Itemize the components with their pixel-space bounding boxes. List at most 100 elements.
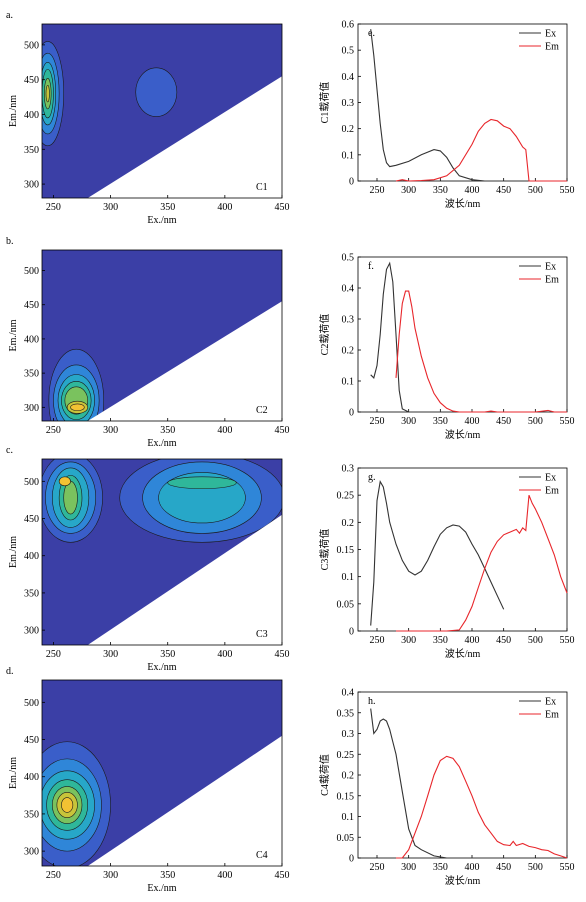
y-tick-label: 300 [24, 847, 39, 858]
x-tick-label: 300 [401, 185, 416, 196]
y-tick-label: 0.25 [337, 491, 355, 502]
series-line-em [395, 290, 567, 413]
line-panel-2: 250 300 350 400 450 500 550 0 0.05 0.1 0.15 0.2 0.25… [318, 464, 575, 661]
x-tick-label: 550 [560, 635, 575, 646]
y-tick-label: 350 [24, 145, 39, 156]
x-tick-label: 250 [46, 202, 61, 213]
plot-frame [41, 679, 283, 867]
y-tick-label: 0.25 [337, 750, 355, 761]
heatmap-panel-c1: 250 300 350 400 450 300 350 400 450 500 Ex./nm Em./… [6, 10, 290, 226]
heatmap-panel-c3: 250 300 350 400 450 300 350 400 450 500 Ex./nm Em./… [6, 445, 290, 673]
series-line-em [396, 755, 568, 859]
scatter-mask [87, 514, 282, 645]
y-tick-label: 0.3 [342, 315, 355, 326]
x-tick-label: 350 [433, 185, 448, 196]
y-tick-label: 0.5 [342, 253, 355, 264]
x-tick-label: 450 [275, 870, 290, 881]
x-tick-label: 400 [465, 185, 480, 196]
x-tick-label: 350 [433, 416, 448, 427]
x-axis-label: Ex./nm [147, 215, 176, 226]
x-tick-label: 550 [560, 185, 575, 196]
x-tick-label: 350 [160, 425, 175, 436]
x-tick-label: 300 [103, 649, 118, 660]
x-axis-label: Ex./nm [147, 662, 176, 673]
y-tick-label: 0.05 [337, 833, 355, 844]
x-tick-label: 400 [217, 649, 232, 660]
x-tick-label: 300 [401, 862, 416, 873]
x-tick-label: 250 [370, 185, 385, 196]
y-tick-label: 500 [24, 40, 39, 51]
heatmap-contours [42, 459, 282, 645]
x-tick-label: 450 [275, 425, 290, 436]
series-line-ex [370, 479, 505, 626]
y-tick-label: 0.15 [337, 791, 355, 802]
y-tick-label: 0 [349, 177, 354, 188]
x-tick-label: 500 [528, 185, 543, 196]
x-tick-label: 450 [496, 416, 511, 427]
y-tick-label: 0.35 [337, 708, 355, 719]
x-axis-label: 波长/nm [445, 197, 481, 210]
legend-label-em: Em [545, 486, 559, 497]
y-tick-label: 0.6 [342, 20, 355, 31]
panel-letter: d. [6, 666, 14, 677]
scatter-mask [87, 301, 282, 421]
y-tick-label: 0.4 [342, 72, 355, 83]
y-tick-label: 350 [24, 369, 39, 380]
x-tick-label: 550 [560, 416, 575, 427]
scatter-mask [87, 76, 282, 198]
component-label: C2 [256, 405, 268, 416]
x-axis-label: Ex./nm [147, 883, 176, 894]
y-tick-label: 400 [24, 772, 39, 783]
x-tick-label: 350 [160, 649, 175, 660]
y-tick-label: 0.15 [337, 545, 355, 556]
y-tick-label: 500 [24, 698, 39, 709]
y-axis-label: C4载荷值 [318, 754, 331, 796]
x-tick-label: 250 [46, 425, 61, 436]
x-axis-label: 波长/nm [445, 647, 481, 660]
x-tick-label: 250 [370, 862, 385, 873]
y-tick-label: 350 [24, 588, 39, 599]
plot-frame [41, 458, 283, 646]
y-tick-label: 400 [24, 334, 39, 345]
x-tick-label: 250 [370, 416, 385, 427]
y-tick-label: 0 [349, 854, 354, 865]
x-tick-label: 300 [103, 870, 118, 881]
heatmap-contours [42, 24, 282, 198]
heatmap-panel-c4: 250 300 350 400 450 300 350 400 450 500 Ex./nm Em./… [6, 666, 290, 894]
y-tick-label: 0.2 [342, 518, 355, 529]
y-tick-label: 0.5 [342, 46, 355, 57]
x-tick-label: 450 [275, 202, 290, 213]
legend-label-ex: Ex [545, 29, 556, 40]
y-tick-label: 500 [24, 477, 39, 488]
x-tick-label: 550 [560, 862, 575, 873]
heatmap-contours [42, 680, 282, 866]
contour-level-5 [63, 481, 78, 515]
x-tick-label: 500 [528, 416, 543, 427]
y-tick-label: 400 [24, 551, 39, 562]
x-tick-label: 250 [46, 649, 61, 660]
panel-letter: c. [6, 445, 13, 456]
x-tick-label: 450 [275, 649, 290, 660]
panel-letter: h. [368, 696, 376, 707]
y-tick-label: 300 [24, 403, 39, 414]
y-tick-label: 450 [24, 300, 39, 311]
series-line-em [395, 118, 567, 182]
x-tick-label: 350 [433, 862, 448, 873]
y-axis-label: C3载荷值 [318, 529, 331, 571]
x-tick-label: 400 [465, 635, 480, 646]
component-label: C4 [256, 850, 268, 861]
heatmap-panel-c2: 250 300 350 400 450 300 350 400 450 500 Ex./nm Em./… [6, 236, 290, 449]
y-axis-label: C2载荷值 [318, 314, 331, 356]
plot-frame [357, 23, 568, 182]
y-tick-label: 0.2 [342, 771, 355, 782]
contour-level-6 [45, 84, 50, 103]
y-tick-label: 0.3 [342, 98, 355, 109]
component-label: C1 [256, 182, 268, 193]
y-tick-label: 0.1 [342, 150, 355, 161]
x-tick-label: 300 [103, 425, 118, 436]
y-tick-label: 0.4 [342, 688, 355, 699]
y-tick-label: 0.1 [342, 812, 355, 823]
y-tick-label: 450 [24, 75, 39, 86]
legend-label-ex: Ex [545, 697, 556, 708]
y-axis-label: Em./nm [8, 757, 19, 789]
